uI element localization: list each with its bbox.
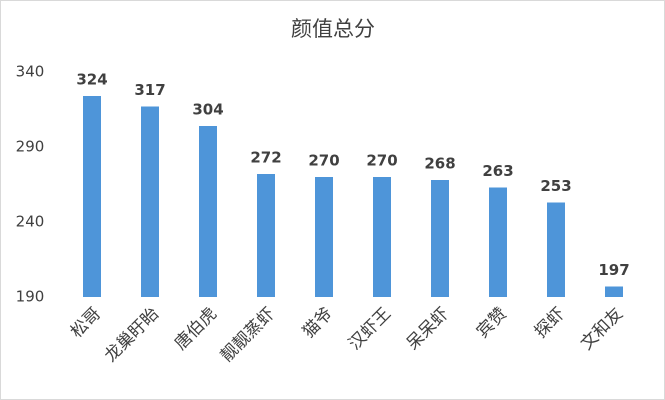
data-label: 304 — [192, 101, 223, 119]
data-label: 268 — [424, 155, 455, 173]
y-tick-label: 240 — [16, 213, 45, 231]
y-tick-label: 190 — [16, 288, 45, 306]
y-tick-label: 290 — [16, 138, 45, 156]
data-label: 270 — [366, 152, 397, 170]
y-tick-label: 340 — [16, 63, 45, 81]
bar — [83, 96, 101, 297]
data-label: 197 — [598, 261, 629, 279]
data-label: 270 — [308, 152, 339, 170]
data-label: 272 — [250, 149, 281, 167]
chart-title: 颜值总分 — [291, 17, 375, 41]
bar — [489, 187, 507, 297]
bar — [547, 202, 565, 297]
bar — [199, 126, 217, 297]
bar — [141, 106, 159, 297]
data-label: 317 — [134, 81, 165, 99]
data-label: 253 — [540, 177, 571, 195]
bar — [315, 177, 333, 297]
bar — [373, 177, 391, 297]
data-label: 324 — [76, 71, 107, 89]
bar — [605, 286, 623, 297]
bar — [257, 174, 275, 297]
data-label: 263 — [482, 162, 513, 180]
bar — [431, 180, 449, 297]
